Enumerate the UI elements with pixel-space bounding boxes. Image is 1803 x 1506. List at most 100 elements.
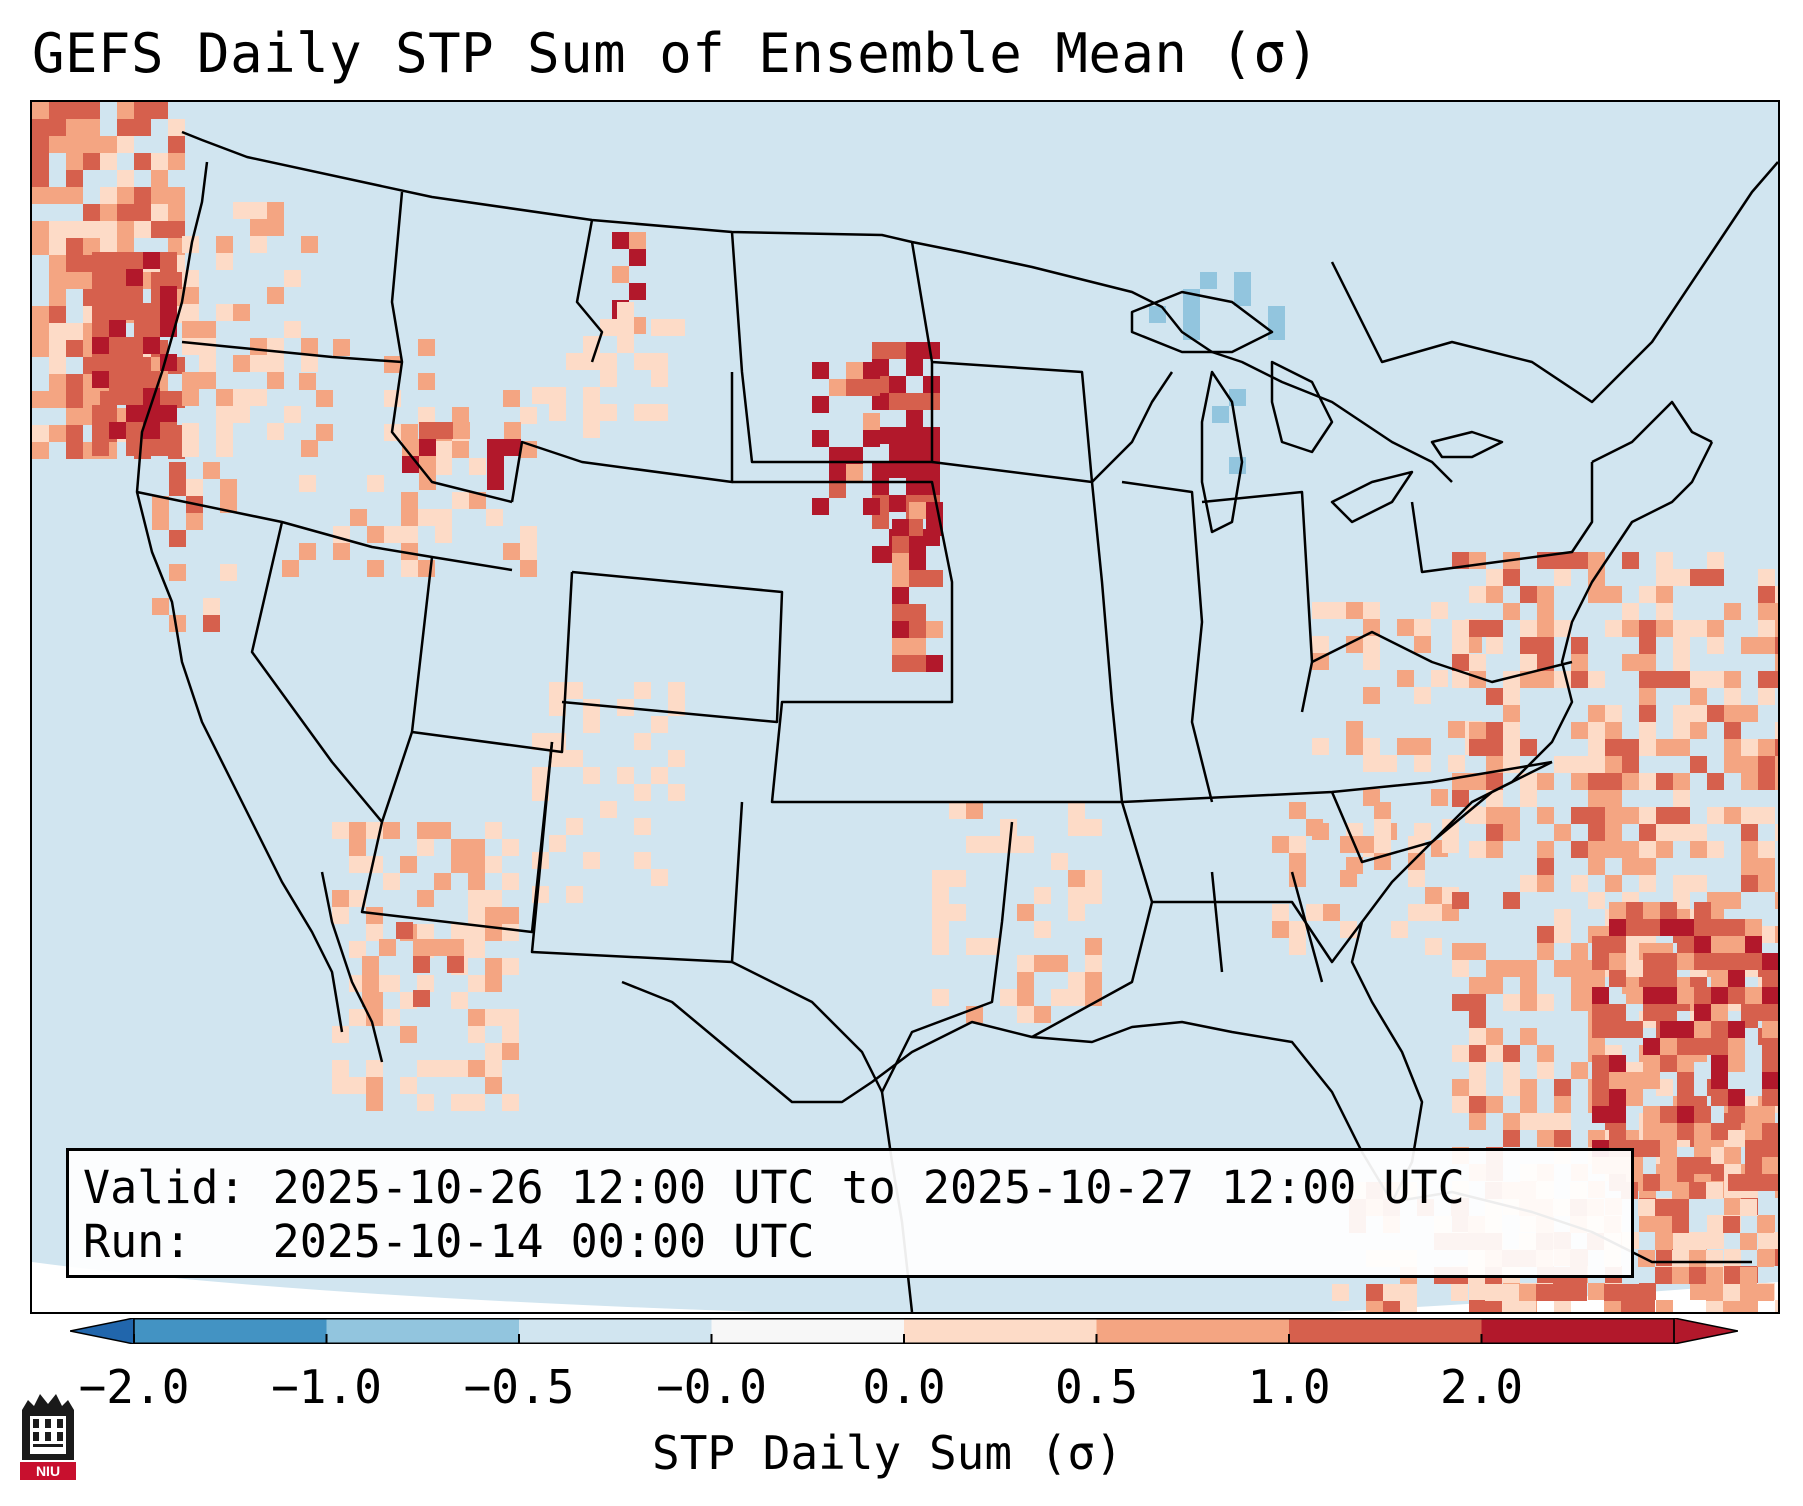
- stp-pixel: [532, 733, 549, 750]
- projection-edge-left: [32, 1262, 761, 1312]
- stp-pixel: [143, 303, 160, 320]
- stp-pixel: [1306, 904, 1323, 921]
- stp-pixel: [1622, 739, 1639, 756]
- stp-pixel: [1639, 875, 1656, 892]
- stp-pixel: [1537, 773, 1554, 790]
- stp-pixel: [1605, 722, 1622, 739]
- stp-pixel: [1775, 739, 1778, 756]
- stp-pixel: [1537, 671, 1554, 688]
- stp-pixel: [1660, 1055, 1677, 1072]
- stp-pixel: [1622, 960, 1639, 977]
- stp-pixel: [949, 904, 966, 921]
- stp-pixel: [487, 456, 504, 473]
- stp-pixel: [1017, 1006, 1034, 1023]
- stp-pixel: [1762, 987, 1778, 1004]
- stp-pixel: [1711, 1072, 1728, 1089]
- stp-pixel: [1745, 953, 1762, 970]
- canada-east-coast: [1330, 161, 1778, 404]
- stp-pixel: [1660, 919, 1677, 936]
- stp-pixel: [909, 570, 926, 587]
- stp-pixel: [1034, 887, 1051, 904]
- stp-pixel: [49, 340, 66, 357]
- stp-pixel: [1740, 1301, 1757, 1312]
- stp-pixel: [1537, 1045, 1554, 1062]
- stp-pixel: [182, 338, 199, 355]
- stp-pixel: [32, 170, 49, 187]
- stp-pixel: [892, 655, 909, 672]
- stp-pixel: [182, 321, 199, 338]
- stp-pixel: [92, 422, 109, 439]
- stp-pixel: [1643, 919, 1660, 936]
- stp-pixel: [383, 1009, 400, 1026]
- stp-pixel: [1740, 1199, 1757, 1216]
- nm-az: [360, 731, 554, 934]
- stp-pixel: [549, 682, 566, 699]
- stp-pixel: [1537, 586, 1554, 603]
- stp-pixel: [1000, 819, 1017, 836]
- stp-pixel: [1656, 841, 1673, 858]
- stp-pixel: [169, 564, 186, 581]
- stp-pixel: [1571, 1062, 1588, 1079]
- stp-pixel: [1452, 960, 1469, 977]
- stp-pixel: [1724, 671, 1741, 688]
- stp-pixel: [1639, 807, 1656, 824]
- stp-pixel: [1775, 756, 1778, 773]
- stp-pixel: [1677, 987, 1694, 1004]
- stp-pixel: [100, 187, 117, 204]
- stp-pixel: [651, 353, 668, 370]
- stp-pixel: [151, 153, 168, 170]
- stp-pixel: [1200, 306, 1217, 323]
- stp-pixel: [1503, 807, 1520, 824]
- stp-pixel: [143, 337, 160, 354]
- stp-pixel: [383, 822, 400, 839]
- stp-pixel: [284, 270, 301, 287]
- stp-pixel: [1503, 739, 1520, 756]
- stp-pixel: [1503, 1079, 1520, 1096]
- stp-pixel: [1588, 858, 1605, 875]
- colorbar-tick-label: 0.5: [1054, 1360, 1139, 1414]
- stp-pixel: [1346, 636, 1363, 653]
- stp-pixel: [1503, 1062, 1520, 1079]
- stp-pixel: [1745, 1123, 1762, 1140]
- stp-pixel: [1520, 1096, 1537, 1113]
- stp-pixel: [1251, 306, 1268, 323]
- stp-pixel: [1503, 1130, 1520, 1147]
- stp-pixel: [1689, 1233, 1706, 1250]
- stp-pixel: [1656, 824, 1673, 841]
- stp-pixel: [413, 956, 430, 973]
- stp-pixel: [401, 543, 418, 560]
- stp-pixel: [1706, 1182, 1723, 1199]
- stp-pixel: [1741, 739, 1758, 756]
- stp-pixel: [1762, 953, 1778, 970]
- lake-michigan: [1200, 370, 1244, 534]
- stp-pixel: [109, 320, 126, 337]
- stp-pixel: [1272, 836, 1289, 853]
- stp-pixel: [1605, 790, 1622, 807]
- stp-pixel: [1707, 671, 1724, 688]
- mn-ia-mo: [931, 360, 1124, 803]
- stp-pixel: [1609, 919, 1626, 936]
- stp-pixel: [1469, 994, 1486, 1011]
- stp-pixel: [366, 1009, 383, 1026]
- stp-pixel: [1711, 953, 1728, 970]
- stp-pixel: [186, 513, 203, 530]
- stp-pixel: [349, 839, 366, 856]
- stp-pixel: [966, 836, 983, 853]
- stp-pixel: [1740, 1284, 1757, 1301]
- stp-pixel: [1017, 955, 1034, 972]
- stp-pixel: [1592, 936, 1609, 953]
- va-wv: [1311, 630, 1573, 684]
- stp-pixel: [1452, 1096, 1469, 1113]
- stp-pixel: [396, 922, 413, 939]
- stp-pixel: [906, 359, 923, 376]
- stp-pixel: [909, 553, 926, 570]
- stp-pixel: [1571, 722, 1588, 739]
- stp-pixel: [923, 478, 940, 495]
- stp-pixel: [846, 379, 863, 396]
- stp-pixel: [362, 990, 379, 1007]
- stp-pixel: [453, 422, 470, 439]
- stp-pixel: [1537, 807, 1554, 824]
- stp-pixel: [451, 1060, 468, 1077]
- stp-pixel: [109, 252, 126, 269]
- stp-pixel: [452, 492, 469, 509]
